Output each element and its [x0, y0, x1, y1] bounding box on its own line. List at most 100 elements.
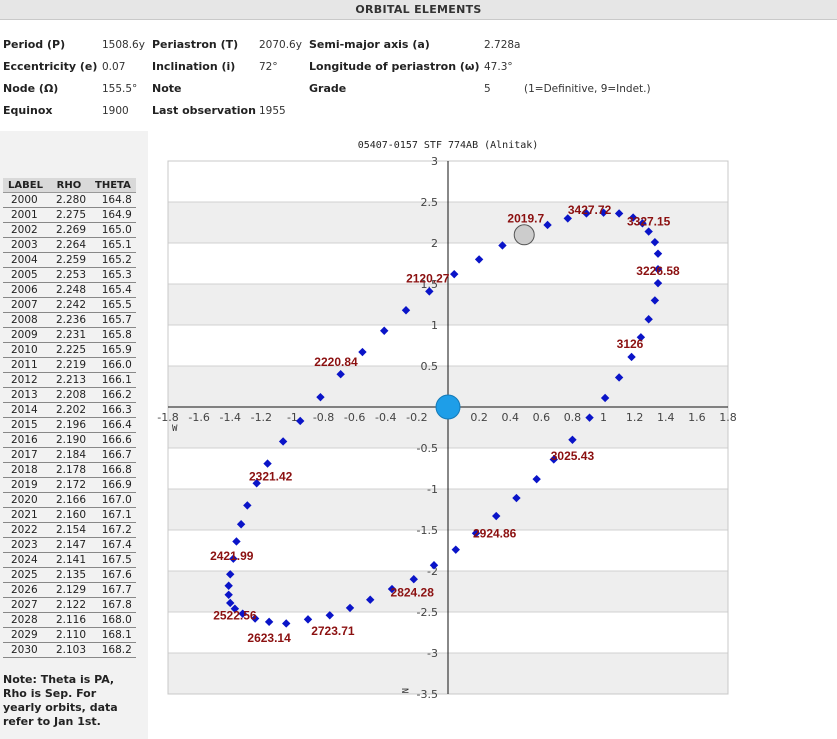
orbit-point	[628, 213, 638, 222]
y-tick-label: 2.5	[421, 196, 439, 209]
x-tick-label: 0.4	[501, 411, 519, 424]
cell-theta: 166.8	[90, 462, 136, 478]
orbit-point	[336, 370, 345, 379]
cell-rho: 2.269	[47, 222, 90, 238]
orbit-point	[264, 617, 274, 627]
semimajor-label: Semi-major axis (a)	[309, 38, 430, 51]
cell-rho: 2.116	[47, 612, 90, 628]
equinox-value: 1900	[102, 105, 129, 117]
orbit-point	[226, 598, 235, 608]
cell-label: 2001	[3, 207, 48, 223]
table-row: 2001 2.275 164.9	[3, 207, 136, 223]
ephemeris-table: LABEL RHO THETA 2000 2.280 164.8 2001 2.275 1…	[3, 178, 136, 658]
cell-label: 2015	[3, 417, 48, 433]
orbit-point	[512, 493, 521, 503]
orbit-point	[358, 347, 367, 357]
orbit-point	[653, 249, 663, 258]
table-row: 2026 2.129 167.7	[3, 582, 136, 598]
table-row: 2013 2.208 166.2	[3, 387, 136, 403]
x-tick-label: 1.4	[657, 411, 675, 424]
orbit-point	[614, 209, 624, 218]
cell-theta: 168.0	[90, 612, 136, 628]
cell-label: 2027	[3, 597, 48, 613]
orbit-point	[599, 208, 608, 217]
table-row: 2000 2.280 164.8	[3, 192, 136, 208]
table-row: 2030 2.103 168.2	[3, 642, 136, 658]
cell-rho: 2.248	[47, 282, 90, 298]
x-tick-label: 0.6	[533, 411, 551, 424]
cell-rho: 2.166	[47, 492, 90, 508]
cell-rho: 2.280	[47, 192, 90, 208]
epoch-label: 2723.71	[311, 624, 355, 638]
table-row: 2008 2.236 165.7	[3, 312, 136, 328]
cell-label: 2002	[3, 222, 48, 238]
orbit-point	[474, 255, 484, 264]
table-row: 2006 2.248 165.4	[3, 282, 136, 298]
x-tick-label: 1.8	[719, 411, 737, 424]
cell-rho: 2.196	[47, 417, 90, 433]
epoch-label: 2924.86	[473, 526, 517, 540]
grade-hint: (1=Definitive, 9=Indet.)	[524, 83, 651, 95]
cell-label: 2024	[3, 552, 48, 568]
longitude-periastron-value: 47.3°	[484, 61, 513, 73]
y-tick-label: 1.5	[421, 278, 439, 291]
cell-theta: 165.8	[90, 327, 136, 343]
cell-theta: 165.3	[90, 267, 136, 283]
table-note: Note: Theta is PA, Rho is Sep. For yearl…	[3, 673, 118, 728]
epoch-label: 2522.56	[213, 608, 257, 622]
x-tick-label: 1	[600, 411, 607, 424]
cell-label: 2003	[3, 237, 48, 253]
cell-label: 2011	[3, 357, 48, 373]
orbit-point	[653, 265, 663, 274]
grade-label: Grade	[309, 82, 347, 95]
cell-theta: 166.2	[90, 387, 136, 403]
cell-theta: 166.6	[90, 432, 136, 448]
orbit-plot: 05407-0157 STF 774AB (Alnitak) -1.8 -1.6-…	[157, 140, 737, 701]
cell-theta: 166.0	[90, 357, 136, 373]
cell-label: 2016	[3, 432, 48, 448]
table-row: 2004 2.259 165.2	[3, 252, 136, 268]
cell-rho: 2.147	[47, 537, 90, 553]
x-tick-label: -1.4	[219, 411, 240, 424]
cell-theta: 168.1	[90, 627, 136, 643]
x-tick-label: -1.8	[157, 411, 178, 424]
cell-rho: 2.231	[47, 327, 90, 343]
column-header-label: LABEL	[3, 178, 48, 193]
cell-theta: 167.4	[90, 537, 136, 553]
cell-label: 2017	[3, 447, 48, 463]
orbit-point	[585, 413, 594, 422]
cell-label: 2020	[3, 492, 48, 508]
orbit-point	[614, 373, 624, 382]
epoch-label: 3327.15	[627, 215, 671, 229]
cell-rho: 2.103	[47, 642, 90, 658]
period-label: Period (P)	[3, 38, 66, 51]
cell-label: 2023	[3, 537, 48, 553]
orbit-point	[224, 581, 233, 590]
orbit-point	[303, 615, 313, 624]
epoch-label: 2120.27	[406, 271, 450, 285]
periastron-value: 2070.6y	[259, 39, 302, 51]
cell-label: 2000	[3, 192, 48, 208]
orbit-point	[532, 474, 541, 484]
orbit-point	[316, 392, 325, 402]
cell-label: 2019	[3, 477, 48, 493]
table-row: 2014 2.202 166.3	[3, 402, 136, 418]
cell-label: 2026	[3, 582, 48, 598]
y-tick-label: 2	[431, 237, 438, 250]
cell-theta: 168.2	[90, 642, 136, 658]
cell-label: 2018	[3, 462, 48, 478]
chart-title: 05407-0157 STF 774AB (Alnitak)	[358, 140, 539, 151]
cell-label: 2006	[3, 282, 48, 298]
epoch-label: 3226.58	[636, 264, 680, 278]
x-axis-label: W	[172, 424, 178, 434]
cell-label: 2010	[3, 342, 48, 358]
x-tick-label: -1.2	[251, 411, 272, 424]
cell-rho: 2.160	[47, 507, 90, 523]
orbit-point	[471, 529, 481, 538]
x-tick-label: -0.6	[344, 411, 365, 424]
orbit-point	[226, 570, 235, 579]
orbit-point	[638, 219, 647, 228]
x-tick-label: 1.6	[688, 411, 706, 424]
orbit-point	[238, 609, 247, 618]
orbit-point	[498, 241, 507, 250]
